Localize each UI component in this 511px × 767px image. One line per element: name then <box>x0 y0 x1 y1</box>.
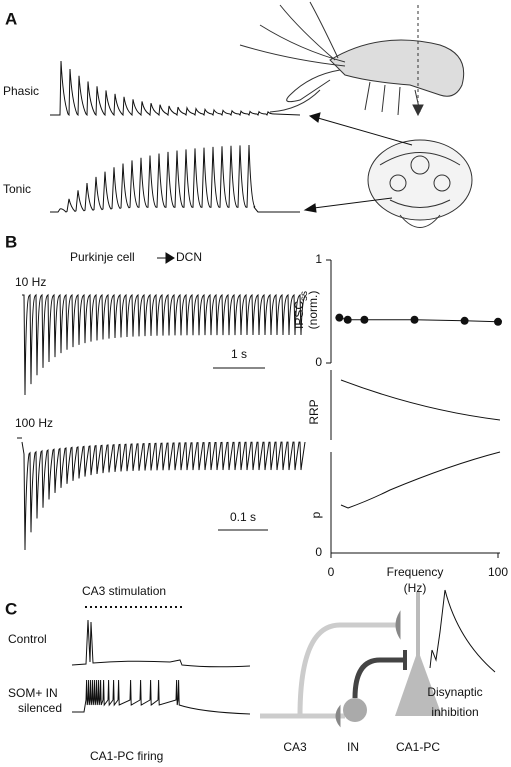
point <box>410 315 419 324</box>
panel-label: C <box>5 599 17 618</box>
x-tick-label: 100 <box>488 565 508 579</box>
point <box>335 313 344 322</box>
trace-label: 10 Hz <box>15 275 46 289</box>
trace-label: SOM+ IN <box>8 686 58 700</box>
y-axis-label: (norm.) <box>306 291 320 330</box>
scale-label: 0.1 s <box>230 510 256 524</box>
rrp-plot <box>330 370 501 553</box>
inset-label: Disynaptic <box>427 685 482 699</box>
y-tick-label: 1 <box>315 252 322 266</box>
trace <box>71 619 251 668</box>
point <box>360 315 369 324</box>
trace <box>50 144 300 213</box>
circuit <box>260 589 496 728</box>
crayfish-drawing <box>239 1 473 228</box>
connection-label: Purkinje cell <box>70 250 135 264</box>
trace-label: Control <box>8 632 47 646</box>
trace <box>21 441 306 551</box>
connection-arrow <box>157 252 175 264</box>
panel-label: B <box>5 232 17 251</box>
trace-label: Phasic <box>3 84 39 98</box>
y-axis-label-main: IPSC <box>292 301 306 329</box>
arrows <box>303 112 413 213</box>
x-axis-label: Frequency <box>387 565 444 579</box>
trace <box>50 60 301 117</box>
trace-label: silenced <box>18 701 62 715</box>
point <box>460 316 469 325</box>
traces <box>21 60 306 715</box>
scale-label: 1 s <box>231 347 247 361</box>
point <box>494 317 502 326</box>
y-tick-label: 0 <box>315 355 322 369</box>
trace-label: CA1-PC firing <box>90 749 163 763</box>
x-tick-label: 0 <box>328 565 335 579</box>
y-axis-label-sub: ss <box>299 291 310 301</box>
cell-label: IN <box>347 740 359 754</box>
axis-label: RRP <box>307 399 321 424</box>
cell-label: CA3 <box>283 740 307 754</box>
stimulus-label: CA3 stimulation <box>82 584 166 598</box>
trace <box>72 679 251 715</box>
point <box>343 315 352 324</box>
trace-label: Tonic <box>3 182 31 196</box>
y-axis-label: IPSCss <box>292 291 309 329</box>
trace <box>22 293 306 396</box>
trace-label: 100 Hz <box>15 416 53 430</box>
panel-label: A <box>5 9 17 28</box>
x-axis-label: (Hz) <box>404 581 427 595</box>
y-tick-label: 0 <box>315 545 322 559</box>
cell-label: CA1-PC <box>396 740 440 754</box>
inset-label: inhibition <box>431 705 478 719</box>
axis-label: p <box>309 511 323 518</box>
connection-label: DCN <box>176 250 202 264</box>
